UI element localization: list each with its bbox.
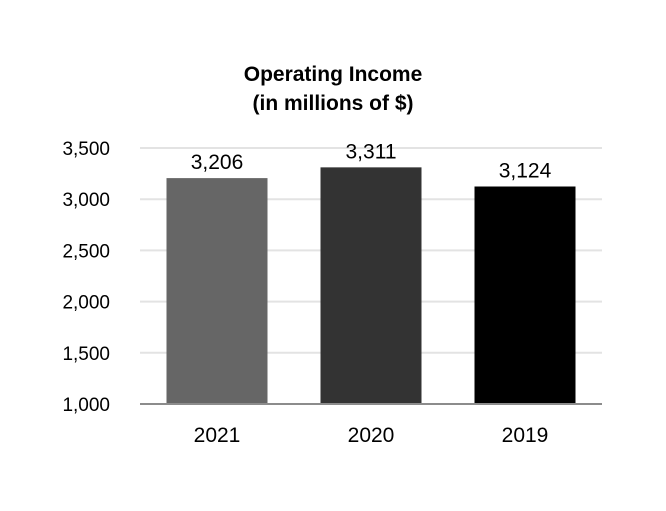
x-tick-label-2020: 2020 (348, 424, 395, 447)
data-labels: 3,206 3,311 3,124 (191, 140, 552, 182)
chart-title-line-2: (in millions of $) (253, 92, 414, 115)
data-label-2020: 3,311 (346, 140, 397, 163)
y-tick-label: 3,500 (62, 139, 110, 160)
bar-2021 (166, 178, 268, 404)
y-tick-label: 1,000 (62, 395, 110, 416)
data-label-2019: 3,124 (499, 160, 552, 183)
y-tick-label: 2,000 (62, 293, 110, 314)
bar-2020 (320, 167, 422, 404)
x-tick-label-2019: 2019 (502, 424, 549, 447)
x-tick-label-2021: 2021 (194, 424, 241, 447)
data-label-2021: 3,206 (191, 151, 244, 174)
bar-2019 (474, 186, 576, 404)
y-tick-label: 3,000 (62, 190, 110, 211)
x-axis-ticks: 2021 2020 2019 (194, 424, 549, 447)
y-tick-label: 1,500 (62, 344, 110, 365)
y-tick-label: 2,500 (62, 241, 110, 262)
y-axis-ticks: 1,000 1,500 2,000 2,500 3,000 3,500 (62, 139, 110, 416)
bars (166, 167, 576, 404)
chart-title-line-1: Operating Income (244, 63, 423, 86)
